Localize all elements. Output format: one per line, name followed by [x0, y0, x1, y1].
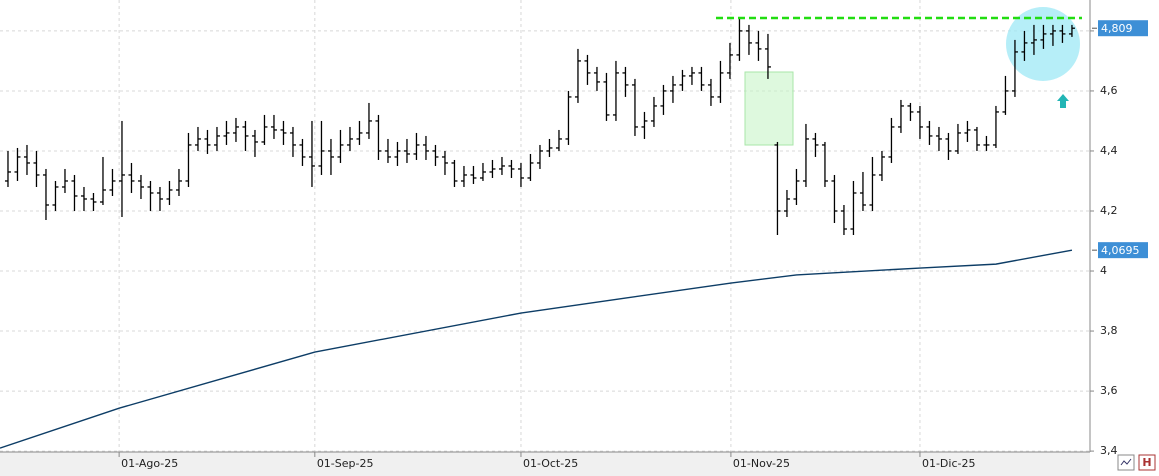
y-tick-label: 3,8: [1100, 324, 1118, 337]
last-price-label-box: [1098, 20, 1148, 37]
x-tick-label: 01-Ago-25: [121, 457, 178, 470]
moving-average-label-box: [1098, 242, 1148, 259]
moving-average-label: 4,0695: [1101, 244, 1140, 257]
y-tick-label: 4: [1100, 264, 1107, 277]
moving-average-line: [0, 249, 1073, 449]
h-button[interactable]: [1138, 454, 1156, 471]
x-tick-label: 01-Oct-25: [523, 457, 578, 470]
y-tick-label: 4,6: [1100, 84, 1118, 97]
h-icon: H: [1142, 456, 1151, 469]
marks: [0, 18, 1075, 449]
grid: [0, 0, 1090, 452]
y-axis-band: [1090, 0, 1159, 476]
x-tick-label: 01-Dic-25: [922, 457, 976, 470]
y-tick-label: 3,4: [1100, 444, 1118, 457]
highlight-box: [744, 71, 794, 146]
x-axis-band: [0, 452, 1159, 476]
zoom-icon: [1120, 458, 1132, 466]
y-tick-label: 4,4: [1100, 144, 1118, 157]
y-tick-label: 4,2: [1100, 204, 1118, 217]
up-arrow: [1057, 94, 1069, 108]
y-tick-label: 3,6: [1100, 384, 1118, 397]
x-tick-label: 01-Nov-25: [733, 457, 790, 470]
toolbar-icons[interactable]: H: [1117, 454, 1156, 471]
x-tick-label: 01-Sep-25: [317, 457, 374, 470]
last-price-label: 4,809: [1101, 22, 1133, 35]
